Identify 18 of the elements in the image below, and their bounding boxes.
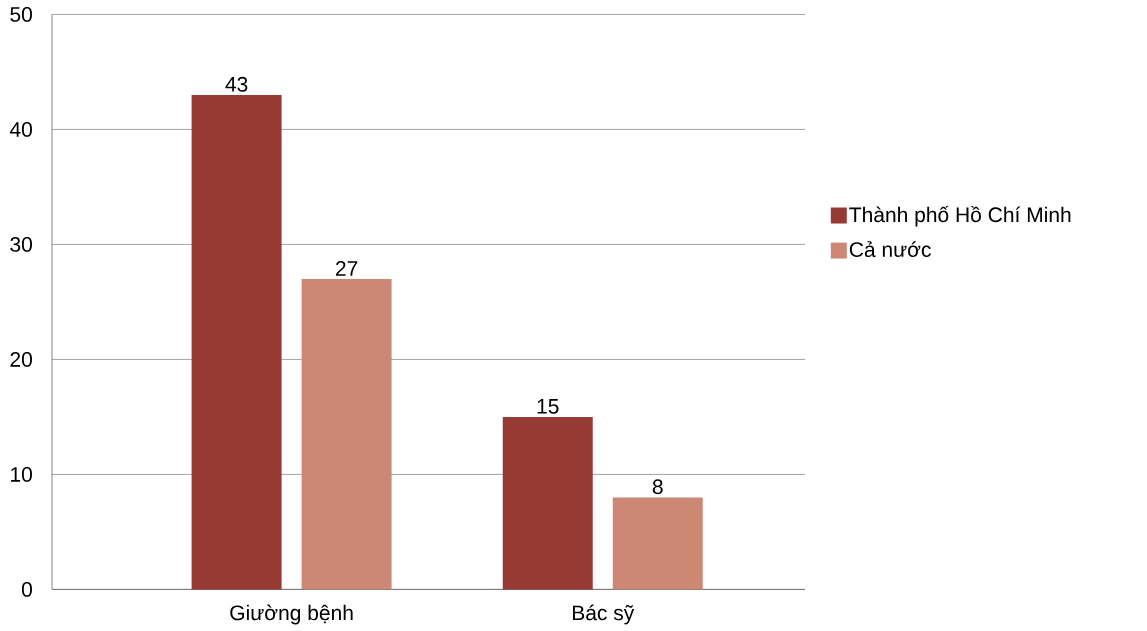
y-tick-label: 40 <box>9 121 32 137</box>
data-label: 8 <box>652 479 663 494</box>
bar <box>612 497 703 590</box>
legend-label: Cả nước <box>849 240 931 257</box>
y-tick-label: 0 <box>21 581 32 597</box>
y-tick-label: 20 <box>10 351 32 367</box>
data-label: 27 <box>335 260 358 276</box>
bar <box>301 278 392 590</box>
bar <box>502 416 593 590</box>
y-tick-label: 10 <box>11 466 32 482</box>
x-tick-label: Giường bệnh <box>230 604 353 625</box>
data-label: 15 <box>537 398 559 414</box>
data-label: 43 <box>225 76 248 92</box>
y-tick-label: 50 <box>10 6 32 22</box>
x-tick-label: Bác sỹ <box>572 604 635 625</box>
legend-label: Thành phố Hồ Chí Minh <box>849 205 1071 227</box>
bar <box>191 94 282 590</box>
y-tick-label: 30 <box>10 236 32 252</box>
